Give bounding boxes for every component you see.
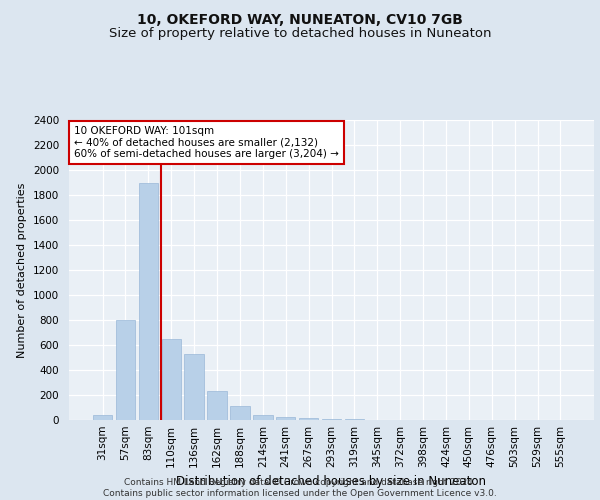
Bar [139, 182, 158, 420]
Text: 10, OKEFORD WAY, NUNEATON, CV10 7GB: 10, OKEFORD WAY, NUNEATON, CV10 7GB [137, 12, 463, 26]
X-axis label: Distribution of detached houses by size in Nuneaton: Distribution of detached houses by size … [176, 476, 487, 488]
Bar [322, 419, 341, 420]
Text: Size of property relative to detached houses in Nuneaton: Size of property relative to detached ho… [109, 28, 491, 40]
Bar [161, 339, 181, 420]
Bar [184, 354, 204, 420]
Bar [116, 320, 135, 420]
Text: 10 OKEFORD WAY: 101sqm
← 40% of detached houses are smaller (2,132)
60% of semi-: 10 OKEFORD WAY: 101sqm ← 40% of detached… [74, 126, 339, 159]
Bar [299, 418, 319, 420]
Bar [208, 391, 227, 420]
Bar [230, 406, 250, 420]
Bar [276, 417, 295, 420]
Bar [253, 415, 272, 420]
Text: Contains HM Land Registry data © Crown copyright and database right 2024.
Contai: Contains HM Land Registry data © Crown c… [103, 478, 497, 498]
Y-axis label: Number of detached properties: Number of detached properties [17, 182, 28, 358]
Bar [93, 415, 112, 420]
